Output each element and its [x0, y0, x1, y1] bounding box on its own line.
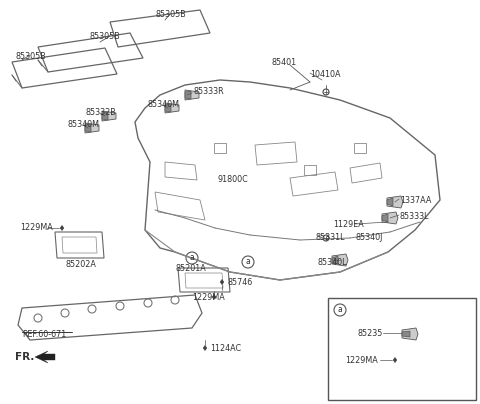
Text: 1229MA: 1229MA	[345, 356, 378, 365]
Text: a: a	[337, 305, 342, 314]
Polygon shape	[165, 104, 171, 112]
Polygon shape	[203, 345, 207, 351]
Polygon shape	[382, 214, 388, 222]
Text: a: a	[246, 257, 251, 267]
Text: REF.60-671: REF.60-671	[22, 330, 66, 339]
Text: 85201A: 85201A	[175, 264, 206, 273]
Text: 85305B: 85305B	[90, 32, 121, 41]
Text: 85746: 85746	[228, 278, 253, 287]
Polygon shape	[85, 124, 91, 132]
Polygon shape	[387, 196, 403, 208]
Text: 1229MA: 1229MA	[192, 293, 225, 302]
Polygon shape	[220, 280, 224, 284]
Polygon shape	[85, 123, 99, 133]
Text: 85305B: 85305B	[15, 52, 46, 61]
Text: 85305B: 85305B	[155, 10, 186, 19]
Polygon shape	[332, 256, 338, 264]
Polygon shape	[332, 254, 348, 266]
Text: 85331L: 85331L	[315, 233, 345, 242]
Polygon shape	[102, 111, 116, 121]
Polygon shape	[35, 351, 55, 363]
Polygon shape	[212, 295, 216, 299]
Polygon shape	[165, 103, 179, 113]
Polygon shape	[382, 212, 398, 224]
Text: 1229MA: 1229MA	[20, 223, 53, 232]
Text: 85340L: 85340L	[318, 258, 348, 267]
Text: 1124AC: 1124AC	[210, 344, 241, 353]
Polygon shape	[402, 328, 418, 340]
Text: 85340M: 85340M	[68, 120, 100, 129]
Text: 85332B: 85332B	[85, 108, 116, 117]
Text: 91800C: 91800C	[218, 175, 249, 184]
Text: FR.: FR.	[15, 352, 35, 362]
Text: 85235: 85235	[358, 329, 384, 338]
Polygon shape	[102, 112, 108, 120]
Text: 85340J: 85340J	[356, 233, 384, 242]
Polygon shape	[185, 90, 199, 100]
Text: 85333L: 85333L	[400, 212, 430, 221]
Polygon shape	[402, 331, 410, 337]
Polygon shape	[60, 225, 64, 231]
Text: 1129EA: 1129EA	[333, 220, 364, 229]
Polygon shape	[393, 358, 397, 362]
Text: a: a	[190, 253, 194, 263]
Text: 85202A: 85202A	[65, 260, 96, 269]
Text: 85401: 85401	[272, 58, 297, 67]
Text: 85340M: 85340M	[147, 100, 179, 109]
Polygon shape	[387, 198, 393, 206]
Text: 85333R: 85333R	[193, 87, 224, 96]
Text: 1337AA: 1337AA	[400, 196, 432, 205]
Polygon shape	[185, 91, 191, 99]
Text: 10410A: 10410A	[310, 70, 340, 79]
